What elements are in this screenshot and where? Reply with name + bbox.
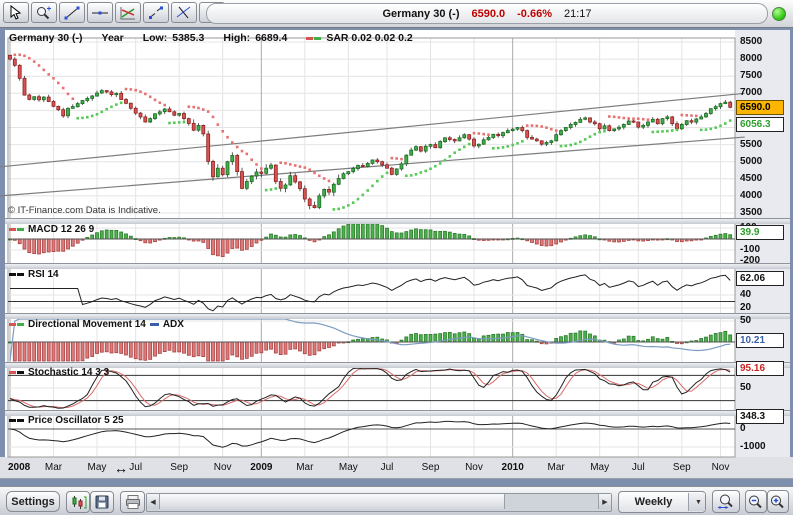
scroll-right-button[interactable]: ▶ bbox=[598, 494, 611, 509]
rsi-legend-swatch-icon bbox=[9, 273, 24, 276]
zoom-tool-button[interactable] bbox=[31, 2, 57, 23]
zoom-fit-icon bbox=[717, 494, 733, 509]
year-high-label: High: bbox=[223, 32, 251, 44]
price-change-percent: -0.66% bbox=[517, 7, 552, 20]
dm-legend-swatch-icon bbox=[9, 323, 24, 326]
macd-panel-title: MACD 12 26 9 bbox=[9, 224, 94, 235]
sar-value-axis-box: 6056.3 bbox=[736, 117, 784, 132]
chart-symbol: Germany 30 (-) bbox=[9, 32, 83, 44]
price-axis-background bbox=[735, 30, 790, 457]
adx-label: ADX bbox=[162, 319, 184, 330]
magnifier-icon bbox=[37, 6, 51, 19]
horizontal-line-icon bbox=[92, 11, 108, 14]
panel-divider[interactable] bbox=[5, 362, 790, 368]
year-low-label: Low: bbox=[142, 32, 168, 44]
chart-style-button[interactable] bbox=[66, 491, 90, 513]
chart-scrollbar[interactable]: ◀ ▶ bbox=[146, 493, 612, 512]
drawing-tools-group bbox=[3, 2, 225, 23]
horizontal-resize-cursor-icon: ↔ bbox=[114, 460, 128, 476]
regression-tool-button[interactable] bbox=[115, 2, 141, 23]
panel-divider[interactable] bbox=[5, 313, 790, 319]
rsi-panel-title: RSI 14 bbox=[9, 269, 59, 280]
erase-line-tool-button[interactable] bbox=[171, 2, 197, 23]
macd-label: MACD 12 26 9 bbox=[28, 224, 95, 235]
panel-divider[interactable] bbox=[5, 218, 790, 224]
bottom-toolbar: Settings ◀ ▶ Weekly ▼ bbox=[0, 486, 793, 515]
rsi-label: RSI 14 bbox=[28, 269, 59, 280]
stochastic-legend-swatch-icon bbox=[9, 371, 24, 374]
po-legend-swatch-icon bbox=[9, 419, 24, 422]
trendline-tool-button[interactable] bbox=[59, 2, 85, 23]
segment-icon bbox=[149, 6, 163, 19]
last-price: 6590.0 bbox=[471, 7, 506, 20]
connection-status-icon bbox=[772, 7, 786, 21]
scrollbar-thumb[interactable] bbox=[160, 494, 505, 509]
floppy-disk-icon bbox=[95, 495, 109, 509]
instrument-name: Germany 30 (-) bbox=[382, 7, 460, 20]
dm-panel-title: Directional Movement 14 ADX bbox=[9, 319, 184, 330]
pointer-tool-button[interactable] bbox=[3, 2, 29, 23]
sar-legend-label: SAR 0.02 0.02 0.2 bbox=[326, 32, 413, 44]
macd-legend-swatch-icon bbox=[9, 228, 24, 231]
instrument-title-bar: Germany 30 (-) 6590.0 -0.66% 21:17 bbox=[206, 3, 768, 24]
adx-value-box: 10.21 bbox=[736, 333, 784, 348]
panel-divider[interactable] bbox=[5, 410, 790, 416]
crossed-lines-icon bbox=[176, 6, 191, 18]
zoom-fit-button[interactable] bbox=[712, 490, 740, 513]
year-high-value: 6689.4 bbox=[255, 32, 288, 44]
price-oscillator-label: Price Oscillator 5 25 bbox=[28, 415, 124, 426]
printer-icon bbox=[125, 495, 140, 509]
sar-legend-swatch-icon bbox=[306, 36, 322, 40]
timeframe-dropdown[interactable]: Weekly ▼ bbox=[618, 491, 706, 513]
horizontal-line-tool-button[interactable] bbox=[87, 2, 113, 23]
chart-period: Year bbox=[101, 32, 124, 44]
print-button[interactable] bbox=[120, 491, 145, 513]
zoom-in-icon bbox=[771, 495, 784, 508]
chart-plot-background bbox=[5, 30, 735, 457]
dm-label: Directional Movement 14 bbox=[28, 319, 146, 330]
year-low-value: 5385.3 bbox=[172, 32, 205, 44]
timeframe-value: Weekly bbox=[634, 496, 673, 508]
panel-divider[interactable] bbox=[5, 263, 790, 269]
macd-value-box: 39.9 bbox=[736, 225, 784, 240]
rsi-value-box: 62.06 bbox=[736, 271, 784, 286]
stochastic-panel-title: Stochastic 14 3 3 bbox=[9, 367, 109, 378]
adx-legend-swatch-icon bbox=[149, 323, 159, 326]
stochastic-label: Stochastic 14 3 3 bbox=[28, 367, 110, 378]
copyright-notice: © IT-Finance.com Data is Indicative. bbox=[8, 205, 161, 216]
dropdown-arrow-button[interactable]: ▼ bbox=[688, 493, 705, 511]
quote-time: 21:17 bbox=[564, 7, 592, 20]
segment-tool-button[interactable] bbox=[143, 2, 169, 23]
regression-chart-icon bbox=[120, 6, 135, 19]
main-chart-header: Germany 30 (-) Year Low: 5385.3 High: 66… bbox=[9, 32, 413, 44]
zoom-out-button[interactable] bbox=[745, 490, 767, 513]
stochastic-value-box: 95.16 bbox=[736, 361, 784, 376]
zoom-in-button[interactable] bbox=[767, 490, 789, 513]
save-button[interactable] bbox=[90, 491, 114, 513]
trendline-icon bbox=[64, 6, 80, 19]
scroll-left-button[interactable]: ◀ bbox=[147, 494, 160, 509]
last-price-axis-box: 6590.0 bbox=[736, 100, 784, 115]
price-oscillator-panel-title: Price Oscillator 5 25 bbox=[9, 415, 124, 426]
candlestick-chart-icon bbox=[72, 495, 87, 509]
pointer-icon bbox=[10, 4, 22, 20]
zoom-out-icon bbox=[749, 495, 762, 508]
time-axis-strip[interactable] bbox=[0, 457, 793, 479]
top-toolbar: Germany 30 (-) 6590.0 -0.66% 21:17 bbox=[0, 0, 793, 28]
settings-button[interactable]: Settings bbox=[6, 491, 60, 512]
po-value-box: 348.3 bbox=[736, 409, 784, 424]
